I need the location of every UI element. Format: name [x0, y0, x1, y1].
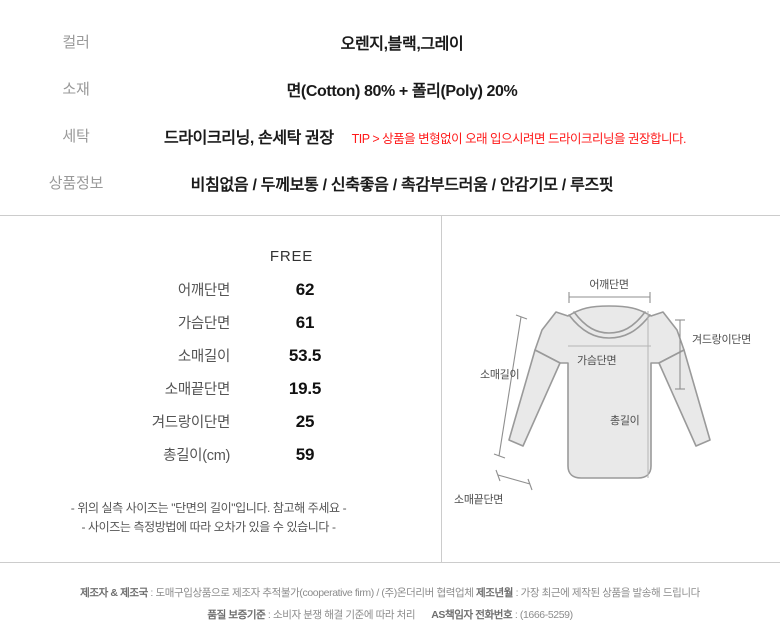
divider-top	[0, 215, 780, 216]
diagram-label-chest: 가슴단면	[577, 354, 616, 367]
product-spec-table: 컬러 오렌지,블랙,그레이 소재 면(Cotton) 80% + 폴리(Poly…	[0, 0, 780, 206]
size-row-armpit: 겨드랑이단면 25	[0, 411, 441, 444]
footer-manufacturer-text: : 도매구입상품으로 제조자 추적불가(cooperative firm) / …	[147, 587, 476, 599]
washing-tip-note: TIP > 상품을 변형없이 오래 입으시려면 드라이크리닝을 권장합니다.	[351, 131, 687, 146]
size-row-total-length: 총길이(cm) 59	[0, 444, 441, 477]
size-label-chest: 가슴단면	[177, 316, 230, 332]
shoulder-measure-arrow-icon	[568, 292, 651, 303]
collar-icon	[568, 311, 651, 339]
footer-manufacturer-label: 제조자 & 제조국	[80, 587, 148, 599]
size-label-armpit: 겨드랑이단면	[151, 415, 231, 431]
armpit-measure-arrow-icon	[675, 319, 685, 390]
spec-value-washing-text: 드라이크리닝, 손세탁 권장	[164, 129, 334, 147]
spec-row-washing: 세탁 드라이크리닝, 손세탁 권장 TIP > 상품을 변형없이 오래 입으시려…	[0, 112, 780, 159]
size-label-total-length: 총길이(cm)	[163, 448, 230, 464]
garment-diagram-svg: 어깨단면 가슴단면 총길이 겨드랑이단면 소매길이 소매끝단면	[454, 278, 751, 506]
spec-row-product-info: 상품정보 비침없음 / 두께보통 / 신축좋음 / 촉감부드러움 / 안감기모 …	[0, 159, 780, 206]
spec-value-material-text: 면(Cotton) 80% + 폴리(Poly) 20%	[286, 82, 518, 100]
spec-label-product-info: 상품정보	[48, 175, 104, 192]
spec-label-material: 소재	[62, 81, 90, 98]
size-note-1: - 위의 실측 사이즈는 "단면의 길이"입니다. 참고해 주세요 -	[70, 501, 347, 515]
diagram-label-shoulder: 어깨단면	[589, 278, 628, 291]
footer-warranty-label: 품질 보증기준	[207, 609, 266, 621]
spec-value-color: 오렌지,블랙,그레이	[152, 30, 780, 54]
spec-value-material: 면(Cotton) 80% + 폴리(Poly) 20%	[152, 77, 780, 101]
spec-value-product-info: 비침없음 / 두께보통 / 신축좋음 / 촉감부드러움 / 안감기모 / 루즈핏	[152, 171, 780, 195]
size-label-cuff: 소매끝단면	[164, 382, 231, 398]
garment-shape-icon	[508, 305, 711, 479]
diagram-label-armpit: 겨드랑이단면	[692, 333, 751, 346]
footer-as-phone-label: AS책임자 전화번호	[431, 609, 513, 621]
size-label-shoulder: 어깨단면	[177, 283, 230, 299]
size-column-header-free: FREE	[269, 248, 314, 265]
footer-legal-info: 제조자 & 제조국 : 도매구입상품으로 제조자 추적불가(cooperativ…	[0, 582, 780, 626]
footer-manufacture-date-text: : 가장 최근에 제작된 상품을 발송해 드립니다	[513, 587, 701, 599]
diagram-label-sleeve-length: 소매길이	[480, 368, 519, 381]
size-chart-rows: 어깨단면 62 가슴단면 61 소매길이 53.5 소매끝단면 19.5 겨드랑…	[0, 279, 441, 477]
size-value-cuff: 19.5	[288, 379, 322, 398]
spec-value-product-info-text: 비침없음 / 두께보통 / 신축좋음 / 촉감부드러움 / 안감기모 / 루즈핏	[190, 176, 614, 194]
size-value-chest: 61	[295, 313, 315, 332]
diagram-guide-lines	[568, 311, 651, 478]
washing-line: 드라이크리닝, 손세탁 권장 TIP > 상품을 변형없이 오래 입으시려면 드…	[152, 124, 780, 148]
spec-value-color-text: 오렌지,블랙,그레이	[340, 35, 464, 53]
size-row-sleeve-length: 소매길이 53.5	[0, 345, 441, 378]
size-note-2: - 사이즈는 측정방법에 따라 오차가 있을 수 있습니다 -	[81, 520, 336, 534]
spec-label-washing: 세탁	[62, 128, 90, 145]
footer-manufacture-date-label: 제조년월	[476, 587, 514, 599]
diagram-label-total-length: 총길이	[610, 414, 639, 427]
spec-row-color: 컬러 오렌지,블랙,그레이	[0, 18, 780, 65]
size-notes: - 위의 실측 사이즈는 "단면의 길이"입니다. 참고해 주세요 - - 사이…	[0, 499, 429, 537]
divider-bottom	[0, 562, 780, 563]
spec-value-washing: 드라이크리닝, 손세탁 권장 TIP > 상품을 변형없이 오래 입으시려면 드…	[152, 124, 780, 148]
spec-row-material: 소재 면(Cotton) 80% + 폴리(Poly) 20%	[0, 65, 780, 112]
size-value-shoulder: 62	[295, 280, 315, 299]
cuff-measure-arrow-icon	[495, 469, 533, 491]
footer-line-1: 제조자 & 제조국 : 도매구입상품으로 제조자 추적불가(cooperativ…	[0, 582, 780, 604]
size-value-sleeve-length: 53.5	[288, 346, 322, 365]
size-value-total-length: 59	[295, 445, 315, 464]
sleeve-length-measure-arrow-icon	[493, 314, 528, 459]
garment-measurement-diagram: 어깨단면 가슴단면 총길이 겨드랑이단면 소매길이 소매끝단면	[442, 216, 780, 562]
size-value-armpit: 25	[295, 412, 315, 431]
divider-vertical	[441, 215, 442, 563]
size-row-cuff: 소매끝단면 19.5	[0, 378, 441, 411]
footer-warranty-text: : 소비자 분쟁 해결 기준에 따라 처리	[265, 609, 416, 621]
diagram-label-cuff: 소매끝단면	[454, 493, 503, 506]
footer-line-2: 품질 보증기준 : 소비자 분쟁 해결 기준에 따라 처리 AS책임자 전화번호 …	[0, 604, 780, 626]
size-label-sleeve-length: 소매길이	[177, 349, 230, 365]
spec-label-color: 컬러	[62, 34, 90, 51]
size-row-chest: 가슴단면 61	[0, 312, 441, 345]
size-row-shoulder: 어깨단면 62	[0, 279, 441, 312]
size-chart-panel: FREE 어깨단면 62 가슴단면 61 소매길이 53.5 소매끝단면 19.…	[0, 216, 441, 562]
footer-as-phone-text: : (1666-5259)	[512, 609, 573, 621]
